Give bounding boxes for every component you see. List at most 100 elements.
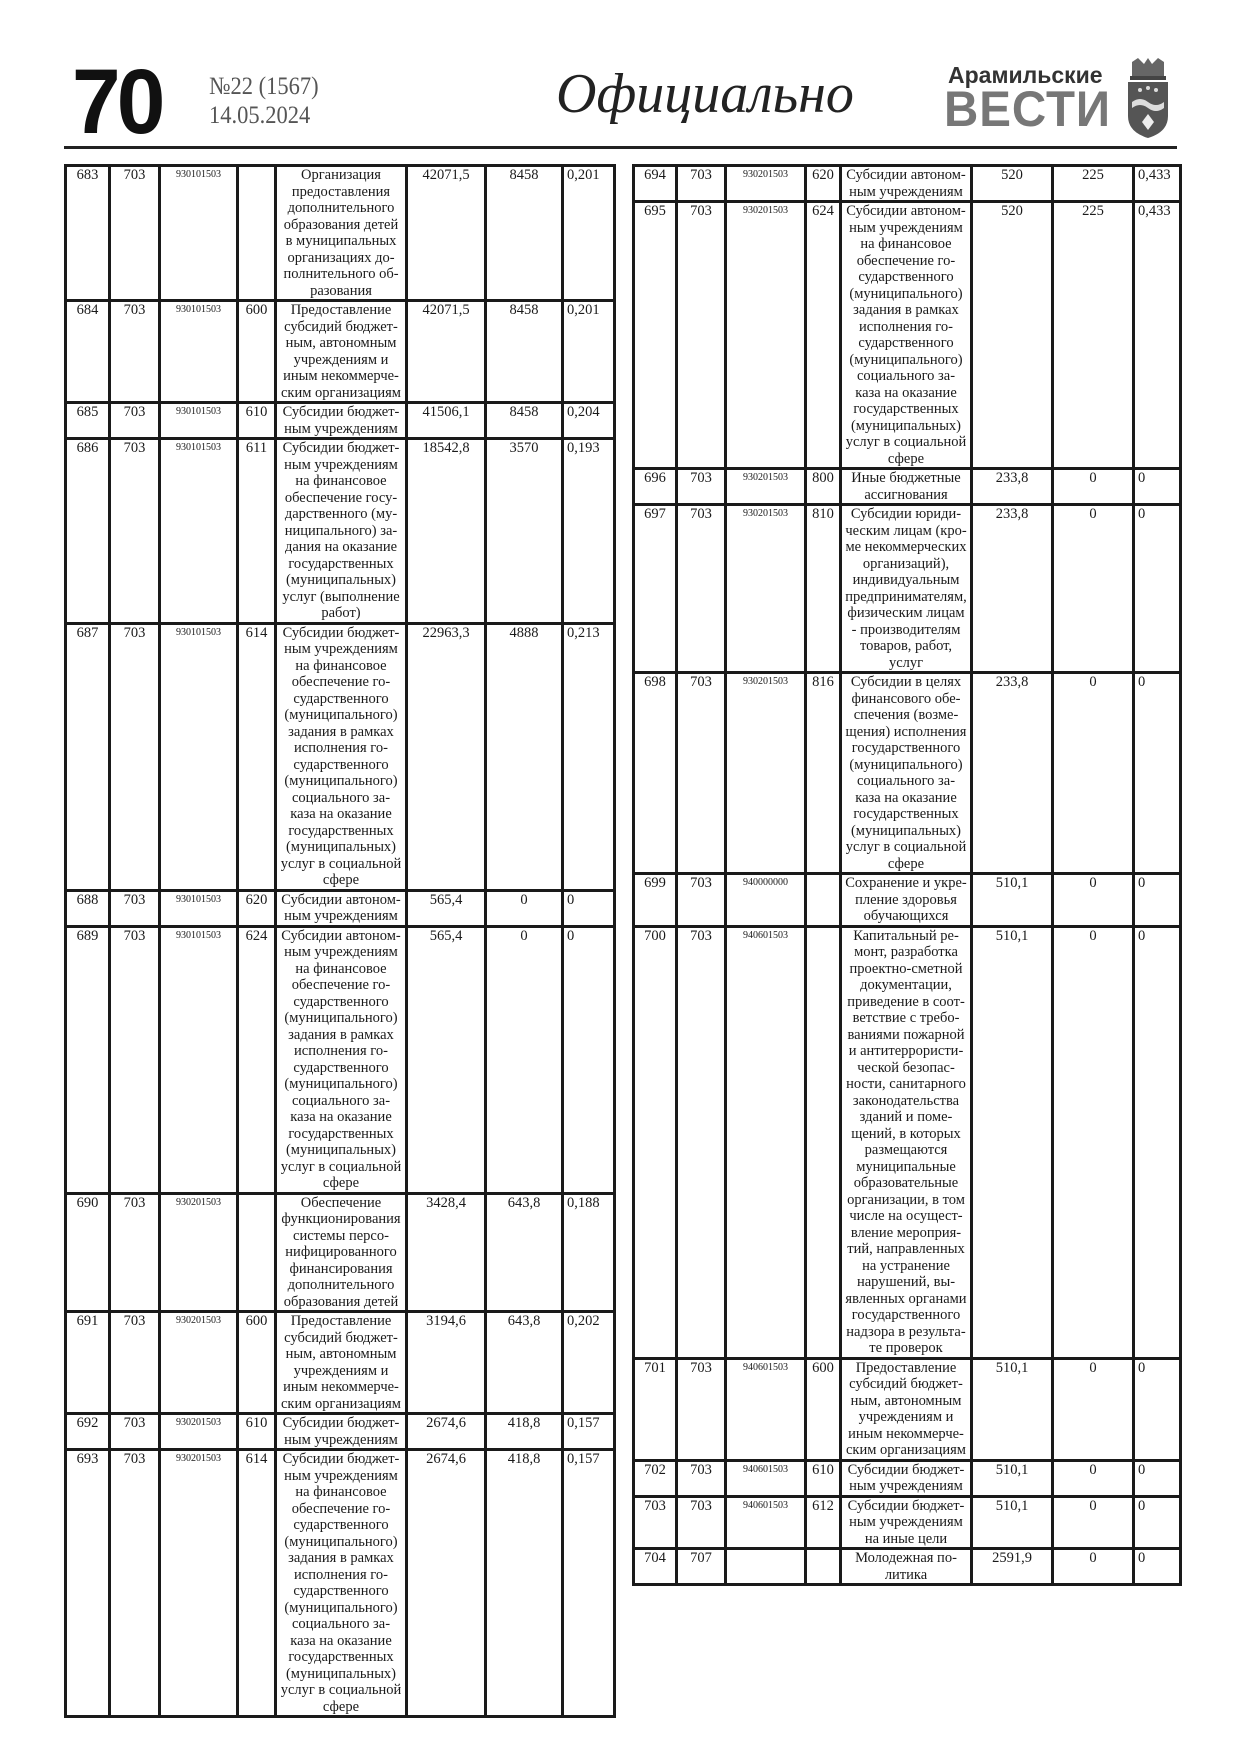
cell-row-number: 697 [632, 503, 678, 674]
cell-section-code: 703 [108, 1412, 161, 1451]
cell-row-number: 691 [64, 1310, 111, 1415]
cell-target-code: 940601503 [724, 1494, 807, 1550]
cell-plan-amount: 565,4 [405, 888, 487, 928]
logo-top-text: Арамильские [948, 62, 1103, 88]
cell-plan-amount: 3194,6 [405, 1310, 487, 1415]
cell-expense-type [804, 872, 842, 928]
cell-description: Субсидии бюджет- ным учреждениям [274, 1412, 408, 1451]
cell-plan-amount: 42071,5 [405, 299, 487, 404]
cell-target-code: 930101503 [158, 437, 239, 625]
cell-executed-amount: 0 [1051, 503, 1135, 674]
cell-description: Субсидии автоном- ным учреждениям на фин… [839, 200, 973, 470]
cell-section-code: 703 [108, 621, 161, 892]
cell-execution-ratio: 0,433 [1132, 200, 1182, 470]
cell-execution-ratio: 0 [1132, 503, 1182, 674]
cell-executed-amount: 643,8 [484, 1191, 564, 1313]
table-row: 683 703 930101503 Организация предоставлени… [64, 164, 616, 302]
cell-execution-ratio: 0 [561, 888, 616, 928]
cell-row-number: 704 [632, 1547, 678, 1586]
cell-target-code: 930201503 [724, 467, 807, 506]
cell-execution-ratio: 0 [1132, 1494, 1182, 1550]
cell-row-number: 699 [632, 872, 678, 928]
cell-executed-amount: 0 [484, 924, 564, 1195]
cell-section-code: 703 [108, 1310, 161, 1415]
cell-executed-amount: 4888 [484, 621, 564, 892]
cell-executed-amount: 643,8 [484, 1310, 564, 1415]
cell-execution-ratio: 0,433 [1132, 164, 1182, 203]
cell-executed-amount: 8458 [484, 164, 564, 302]
cell-target-code: 930201503 [158, 1412, 239, 1451]
cell-section-code: 707 [675, 1547, 727, 1586]
cell-execution-ratio: 0 [1132, 924, 1182, 1360]
cell-target-code: 930101503 [158, 401, 239, 440]
cell-row-number: 698 [632, 671, 678, 875]
cell-plan-amount: 520 [970, 164, 1054, 203]
cell-description: Предоставление субсидий бюджет- ным, авт… [274, 299, 408, 404]
cell-expense-type: 816 [804, 671, 842, 875]
cell-section-code: 703 [675, 467, 727, 506]
table-row: 693 703 930201503 614 Субсидии бюджет- ным у… [64, 1448, 616, 1718]
cell-expense-type: 612 [804, 1494, 842, 1550]
cell-expense-type [804, 924, 842, 1360]
table-row: 699 703 940000000 Сохранение и укре- пление… [632, 872, 1182, 928]
cell-description: Субсидии в целях финансового обе- спечен… [839, 671, 973, 875]
cell-row-number: 701 [632, 1356, 678, 1462]
cell-expense-type: 810 [804, 503, 842, 674]
cell-description: Субсидии бюджет- ным учреждениям на иные… [839, 1494, 973, 1550]
cell-executed-amount: 0 [1051, 924, 1135, 1360]
cell-plan-amount: 42071,5 [405, 164, 487, 302]
issue-date: 14.05.2024 [209, 102, 311, 129]
cell-target-code: 930101503 [158, 888, 239, 928]
cell-description: Субсидии бюджет- ным учреждениям [839, 1458, 973, 1498]
cell-section-code: 703 [108, 1448, 161, 1718]
cell-execution-ratio: 0,201 [561, 299, 616, 404]
cell-row-number: 690 [64, 1191, 111, 1313]
cell-row-number: 686 [64, 437, 111, 625]
cell-expense-type: 600 [236, 299, 277, 404]
cell-section-code: 703 [108, 888, 161, 928]
table-row: 691 703 930201503 600 Предоставление субсиди… [64, 1310, 616, 1415]
cell-execution-ratio: 0,204 [561, 401, 616, 440]
section-title: Официально [556, 63, 854, 125]
cell-row-number: 683 [64, 164, 111, 302]
cell-description: Субсидии автоном- ным учреждениям [274, 888, 408, 928]
page-number: 70 [72, 51, 165, 153]
cell-section-code: 703 [108, 401, 161, 440]
cell-row-number: 685 [64, 401, 111, 440]
cell-description: Субсидии бюджет- ным учреждениям на фина… [274, 621, 408, 892]
cell-plan-amount: 520 [970, 200, 1054, 470]
cell-target-code: 930101503 [158, 621, 239, 892]
table-row: 698 703 930201503 816 Субсидии в целях финан… [632, 671, 1182, 875]
cell-section-code: 703 [108, 437, 161, 625]
table-row: 692 703 930201503 610 Субсидии бюджет- ным у… [64, 1412, 616, 1451]
cell-section-code: 703 [675, 671, 727, 875]
cell-plan-amount: 2591,9 [970, 1547, 1054, 1586]
cell-description: Предоставление субсидий бюджет- ным, авт… [839, 1356, 973, 1462]
cell-execution-ratio: 0,157 [561, 1448, 616, 1718]
cell-description: Субсидии бюджет- ным учреждениям на фина… [274, 1448, 408, 1718]
header-rule [64, 146, 1177, 149]
cell-plan-amount: 510,1 [970, 872, 1054, 928]
coat-of-arms-icon [1128, 58, 1168, 138]
cell-expense-type: 610 [804, 1458, 842, 1498]
cell-row-number: 693 [64, 1448, 111, 1718]
cell-description: Предоставление субсидий бюджет- ным, авт… [274, 1310, 408, 1415]
cell-expense-type: 624 [804, 200, 842, 470]
cell-section-code: 703 [108, 924, 161, 1195]
cell-plan-amount: 22963,3 [405, 621, 487, 892]
cell-expense-type [236, 1191, 277, 1313]
cell-description: Молодежная по- литика [839, 1547, 973, 1586]
cell-plan-amount: 510,1 [970, 1494, 1054, 1550]
cell-execution-ratio: 0 [1132, 872, 1182, 928]
cell-executed-amount: 225 [1051, 164, 1135, 203]
cell-description: Сохранение и укре- пление здоровья обуча… [839, 872, 973, 928]
table-row: 687 703 930101503 614 Субсидии бюджет- ным у… [64, 621, 616, 892]
cell-expense-type: 620 [236, 888, 277, 928]
cell-target-code: 930201503 [158, 1310, 239, 1415]
cell-target-code [724, 1547, 807, 1586]
table-row: 688 703 930101503 620 Субсидии автоном- ным … [64, 888, 616, 928]
cell-executed-amount: 0 [484, 888, 564, 928]
cell-expense-type: 611 [236, 437, 277, 625]
cell-executed-amount: 0 [1051, 872, 1135, 928]
cell-target-code: 930101503 [158, 924, 239, 1195]
